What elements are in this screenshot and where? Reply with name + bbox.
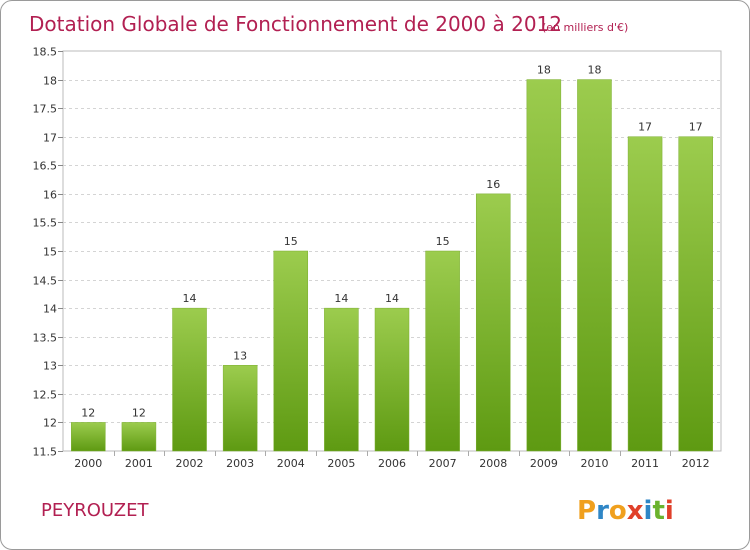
bar-2007	[425, 250, 460, 452]
x-tick-label-2005: 2005	[327, 457, 355, 470]
x-tick-label-2009: 2009	[530, 457, 558, 470]
bar-2001	[121, 422, 157, 452]
commune-name: PEYROUZET	[41, 500, 149, 521]
y-tick-label: 18	[43, 75, 57, 88]
logo-letter: t	[652, 496, 664, 526]
data-label-2008: 16	[486, 178, 500, 191]
bar-2010	[577, 79, 612, 452]
data-label-2000: 12	[81, 406, 95, 419]
x-tick-label-2010: 2010	[580, 457, 608, 470]
y-tick-label: 14	[43, 303, 57, 316]
bar-layer	[71, 79, 713, 452]
x-tick-label-2008: 2008	[479, 457, 507, 470]
bar-2006	[374, 307, 410, 452]
data-label-2007: 15	[436, 235, 450, 248]
y-tick-label: 18.5	[33, 46, 58, 59]
y-tick-label: 13.5	[33, 332, 58, 345]
data-label-2010: 18	[587, 64, 601, 77]
y-tick-label: 12	[43, 417, 57, 430]
bar-2004	[273, 250, 309, 452]
logo-letter: i	[665, 496, 674, 526]
x-tick-label-2003: 2003	[226, 457, 254, 470]
x-tick-label-2007: 2007	[429, 457, 457, 470]
bar-2012	[678, 136, 713, 452]
y-tick-label: 15.5	[33, 217, 58, 230]
bar-2002	[172, 307, 207, 452]
bar-2005	[324, 307, 359, 452]
chart-subtitle: (en milliers d'€)	[542, 21, 628, 34]
x-tick-label-2000: 2000	[74, 457, 102, 470]
proxiti-logo: Proxiti	[577, 496, 674, 526]
x-tick-label-2001: 2001	[125, 457, 153, 470]
data-label-2005: 14	[334, 292, 348, 305]
y-tick-label: 17	[43, 132, 57, 145]
data-label-2009: 18	[537, 64, 551, 77]
y-tick-label: 15	[43, 246, 57, 259]
data-label-2006: 14	[385, 292, 399, 305]
bar-2003	[222, 365, 258, 452]
y-tick-label: 17.5	[33, 103, 58, 116]
y-tick-label: 16	[43, 189, 57, 202]
chart-title: Dotation Globale de Fonctionnement de 20…	[29, 12, 562, 36]
y-tick-label: 14.5	[33, 275, 58, 288]
bar-2009	[526, 79, 562, 452]
data-label-2004: 15	[284, 235, 298, 248]
data-label-2011: 17	[638, 121, 652, 134]
x-tick-label-2002: 2002	[176, 457, 204, 470]
logo-letter: i	[644, 496, 653, 526]
label-layer: 12 12 14 13 15 14 14 15 16 18 18 17 17	[81, 64, 702, 420]
logo-letter: o	[609, 496, 627, 526]
x-tick-label-2004: 2004	[277, 457, 305, 470]
axis-layer: 11.5 12 12.5 13 13.5 14 14.5 15 15.5 16 16.5 17 17.5…	[33, 46, 710, 471]
y-tick-label: 12.5	[33, 389, 58, 402]
x-tick-label-2006: 2006	[378, 457, 406, 470]
bar-2011	[627, 136, 663, 452]
logo-letter: P	[577, 496, 596, 526]
data-label-2012: 17	[689, 121, 703, 134]
y-tick-label: 13	[43, 360, 57, 373]
bar-2008	[475, 193, 511, 452]
data-label-2002: 14	[183, 292, 197, 305]
x-tick-label-2012: 2012	[682, 457, 710, 470]
data-label-2001: 12	[132, 406, 146, 419]
x-tick-label-2011: 2011	[631, 457, 659, 470]
y-tick-label: 16.5	[33, 160, 58, 173]
bar-2000	[71, 422, 106, 452]
data-label-2003: 13	[233, 349, 247, 362]
logo-letter: x	[627, 496, 644, 526]
logo-letter: r	[596, 496, 609, 526]
y-tick-label: 11.5	[33, 446, 58, 459]
